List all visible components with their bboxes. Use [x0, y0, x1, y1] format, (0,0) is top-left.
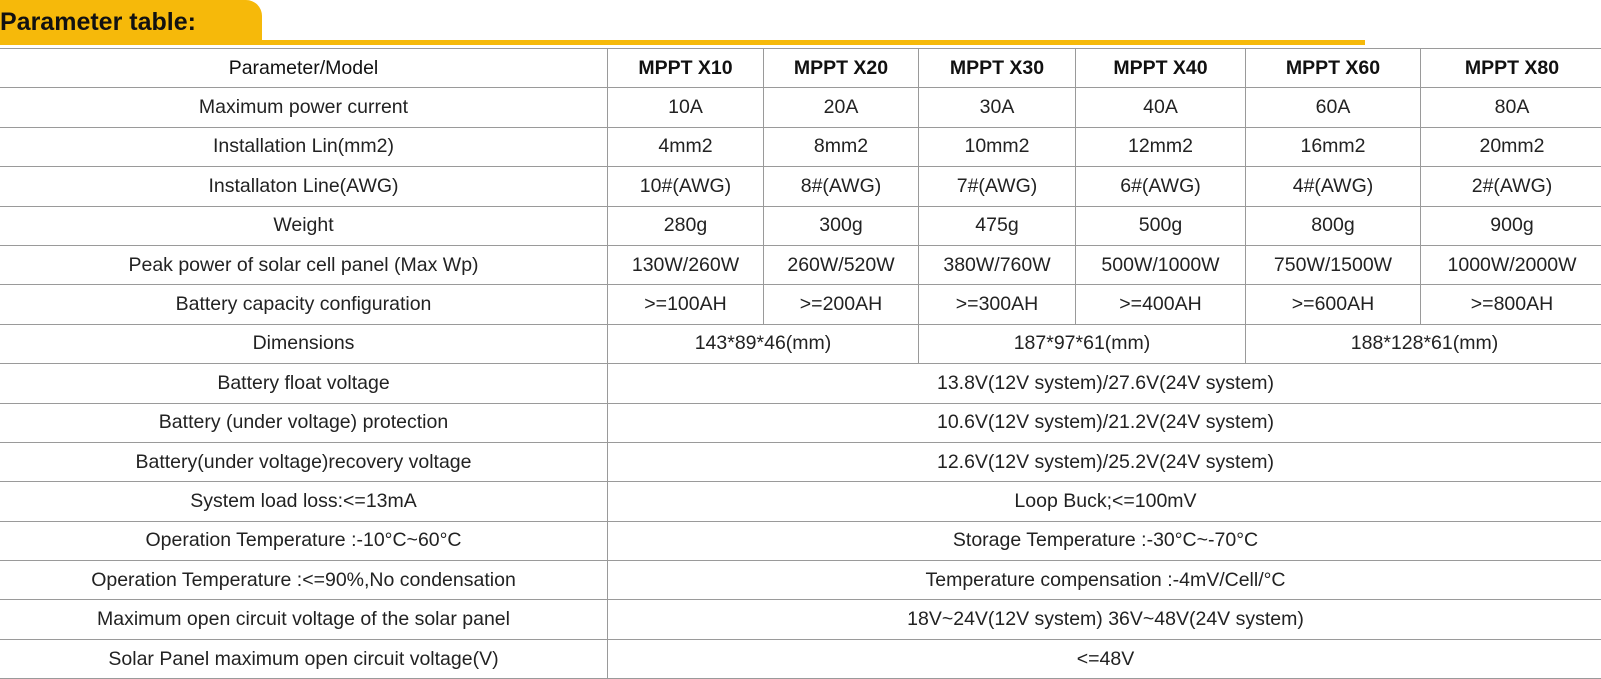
cell: 80A: [1420, 87, 1601, 128]
cell: 20A: [763, 87, 919, 128]
row-label: Installation Lin(mm2): [0, 126, 608, 168]
table-row: Peak power of solar cell panel (Max Wp) 1…: [0, 244, 1601, 286]
column-header: Parameter/Model: [0, 47, 608, 89]
cell: 260W/520W: [763, 244, 919, 286]
parameter-table: Parameter/Model MPPT X10 MPPT X20 MPPT X30 M…: [0, 47, 1601, 679]
table-row: Solar Panel maximum open circuit voltage…: [0, 638, 1601, 679]
cell: 500g: [1075, 205, 1246, 246]
cell: 6#(AWG): [1075, 166, 1246, 207]
cell: 30A: [918, 87, 1076, 128]
row-label: Battery capacity configuration: [0, 284, 608, 325]
cell: Loop Buck;<=100mV: [607, 481, 1601, 522]
cell: 10#(AWG): [607, 166, 764, 207]
column-header: MPPT X10: [607, 47, 764, 89]
row-label: System load loss:<=13mA: [0, 481, 608, 522]
cell: 800g: [1245, 205, 1421, 246]
row-label: Weight: [0, 205, 608, 246]
cell: >=300AH: [918, 284, 1076, 325]
column-header: MPPT X20: [763, 47, 919, 89]
cell: 18V~24V(12V system) 36V~48V(24V system): [607, 599, 1601, 640]
row-label: Operation Temperature :-10°C~60°C: [0, 520, 608, 562]
cell: 188*128*61(mm): [1245, 323, 1601, 365]
cell: 143*89*46(mm): [607, 323, 919, 365]
cell: >=400AH: [1075, 284, 1246, 325]
table-row: Parameter/Model MPPT X10 MPPT X20 MPPT X30 M…: [0, 47, 1601, 89]
cell: >=600AH: [1245, 284, 1421, 325]
cell: 750W/1500W: [1245, 244, 1421, 286]
cell: 20mm2: [1420, 126, 1601, 168]
cell: <=48V: [607, 638, 1601, 679]
cell: >=800AH: [1420, 284, 1601, 325]
row-label: Peak power of solar cell panel (Max Wp): [0, 244, 608, 286]
cell: 4mm2: [607, 126, 764, 168]
cell: 300g: [763, 205, 919, 246]
cell: Storage Temperature :-30°C~-70°C: [607, 520, 1601, 562]
row-label: Battery (under voltage) protection: [0, 402, 608, 443]
row-label: Maximum open circuit voltage of the sola…: [0, 599, 608, 640]
cell: 12mm2: [1075, 126, 1246, 168]
table-row: Battery float voltage 13.8V(12V system)/2…: [0, 363, 1601, 404]
table-row: Weight 280g 300g 475g 500g 800g 900g: [0, 205, 1601, 246]
cell: 10mm2: [918, 126, 1076, 168]
table-row: Battery(under voltage)recovery voltage 12…: [0, 441, 1601, 483]
row-label: Battery(under voltage)recovery voltage: [0, 441, 608, 483]
row-label: Installaton Line(AWG): [0, 166, 608, 207]
table-row: Operation Temperature :-10°C~60°C Storage…: [0, 520, 1601, 562]
cell: 380W/760W: [918, 244, 1076, 286]
cell: 280g: [607, 205, 764, 246]
cell: 60A: [1245, 87, 1421, 128]
column-header: MPPT X80: [1420, 47, 1601, 89]
table-row: System load loss:<=13mA Loop Buck;<=100mV: [0, 481, 1601, 522]
row-label: Dimensions: [0, 323, 608, 365]
title-rule: [0, 40, 1365, 45]
cell: >=100AH: [607, 284, 764, 325]
cell: 900g: [1420, 205, 1601, 246]
cell: 16mm2: [1245, 126, 1421, 168]
cell: 475g: [918, 205, 1076, 246]
column-header: MPPT X40: [1075, 47, 1246, 89]
cell: 2#(AWG): [1420, 166, 1601, 207]
row-label: Maximum power current: [0, 87, 608, 128]
table-row: Maximum power current 10A 20A 30A 40A 60A 80A: [0, 87, 1601, 128]
row-label: Solar Panel maximum open circuit voltage…: [0, 638, 608, 679]
column-header: MPPT X30: [918, 47, 1076, 89]
cell: 1000W/2000W: [1420, 244, 1601, 286]
cell: 4#(AWG): [1245, 166, 1421, 207]
cell: 10A: [607, 87, 764, 128]
row-label: Operation Temperature :<=90%,No condensa…: [0, 560, 608, 601]
table-row: Maximum open circuit voltage of the sola…: [0, 599, 1601, 640]
cell: 187*97*61(mm): [918, 323, 1246, 365]
cell: 7#(AWG): [918, 166, 1076, 207]
table-row: Dimensions 143*89*46(mm) 187*97*61(mm) 188*…: [0, 323, 1601, 365]
cell: 8mm2: [763, 126, 919, 168]
cell: 12.6V(12V system)/25.2V(24V system): [607, 441, 1601, 483]
cell: Temperature compensation :-4mV/Cell/°C: [607, 560, 1601, 601]
table-row: Battery capacity configuration >=100AH >=2…: [0, 284, 1601, 325]
table-row: Installation Lin(mm2) 4mm2 8mm2 10mm2 12mm2 1…: [0, 126, 1601, 168]
table-row: Installaton Line(AWG) 10#(AWG) 8#(AWG) 7#(A…: [0, 166, 1601, 207]
cell: >=200AH: [763, 284, 919, 325]
page-title: Parameter table:: [0, 8, 196, 36]
title-tab: [0, 0, 262, 42]
cell: 13.8V(12V system)/27.6V(24V system): [607, 363, 1601, 404]
cell: 500W/1000W: [1075, 244, 1246, 286]
table-row: Operation Temperature :<=90%,No condensa…: [0, 560, 1601, 601]
cell: 130W/260W: [607, 244, 764, 286]
row-label: Battery float voltage: [0, 363, 608, 404]
column-header: MPPT X60: [1245, 47, 1421, 89]
cell: 8#(AWG): [763, 166, 919, 207]
cell: 10.6V(12V system)/21.2V(24V system): [607, 402, 1601, 443]
cell: 40A: [1075, 87, 1246, 128]
table-row: Battery (under voltage) protection 10.6V(…: [0, 402, 1601, 443]
